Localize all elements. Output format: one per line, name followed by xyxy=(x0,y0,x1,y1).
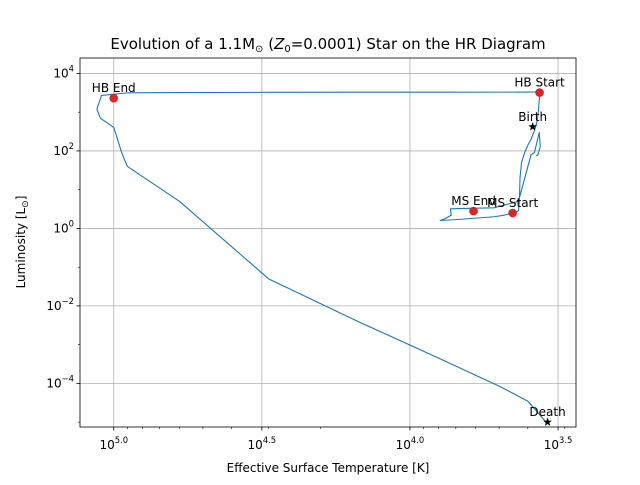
phase-marker xyxy=(109,93,119,103)
star-marker xyxy=(528,122,538,131)
y-tick-label: 10−2 xyxy=(46,296,74,313)
series-layer xyxy=(96,90,547,423)
phase-marker-label: HB Start xyxy=(514,76,565,90)
star-marker xyxy=(543,417,552,426)
x-tick-label: 105.0 xyxy=(99,435,128,452)
x-tick-label: 104.5 xyxy=(248,435,277,452)
phase-marker-label: HB End xyxy=(92,81,136,95)
phase-marker-label: MS Start xyxy=(487,196,538,210)
plot-background xyxy=(80,58,576,427)
evolution-track-line xyxy=(96,90,547,423)
y-tick-label: 10−4 xyxy=(46,373,74,390)
phase-marker xyxy=(469,206,478,216)
y-tick-label: 102 xyxy=(53,141,74,158)
sun-symbol: ⊙ xyxy=(21,200,31,208)
x-axis-label: Effective Surface Temperature [K] xyxy=(227,461,430,475)
y-axis-label: Luminosity [L⊙] xyxy=(14,196,31,289)
phase-marker xyxy=(508,208,517,218)
phase-marker-label: MS End xyxy=(451,194,496,208)
y-tick-label: 100 xyxy=(53,218,74,235)
star-marker-label: Death xyxy=(529,405,565,419)
plot-frame xyxy=(79,57,577,428)
x-tick-label: 104.0 xyxy=(396,435,425,452)
x-tick-label: 103.5 xyxy=(544,435,573,452)
star-marker-label: Birth xyxy=(518,110,547,124)
sun-symbol: ⊙ xyxy=(255,44,263,55)
y-tick-label: 104 xyxy=(53,63,74,80)
chart-title: Evolution of a 1.1M⊙ (Z0=0.0001) Star on… xyxy=(110,35,545,55)
phase-marker xyxy=(535,88,544,97)
tick-layer: 105.0 104.5 104.0 103.5 104 102 100 10−2 10−4 xyxy=(46,63,572,452)
